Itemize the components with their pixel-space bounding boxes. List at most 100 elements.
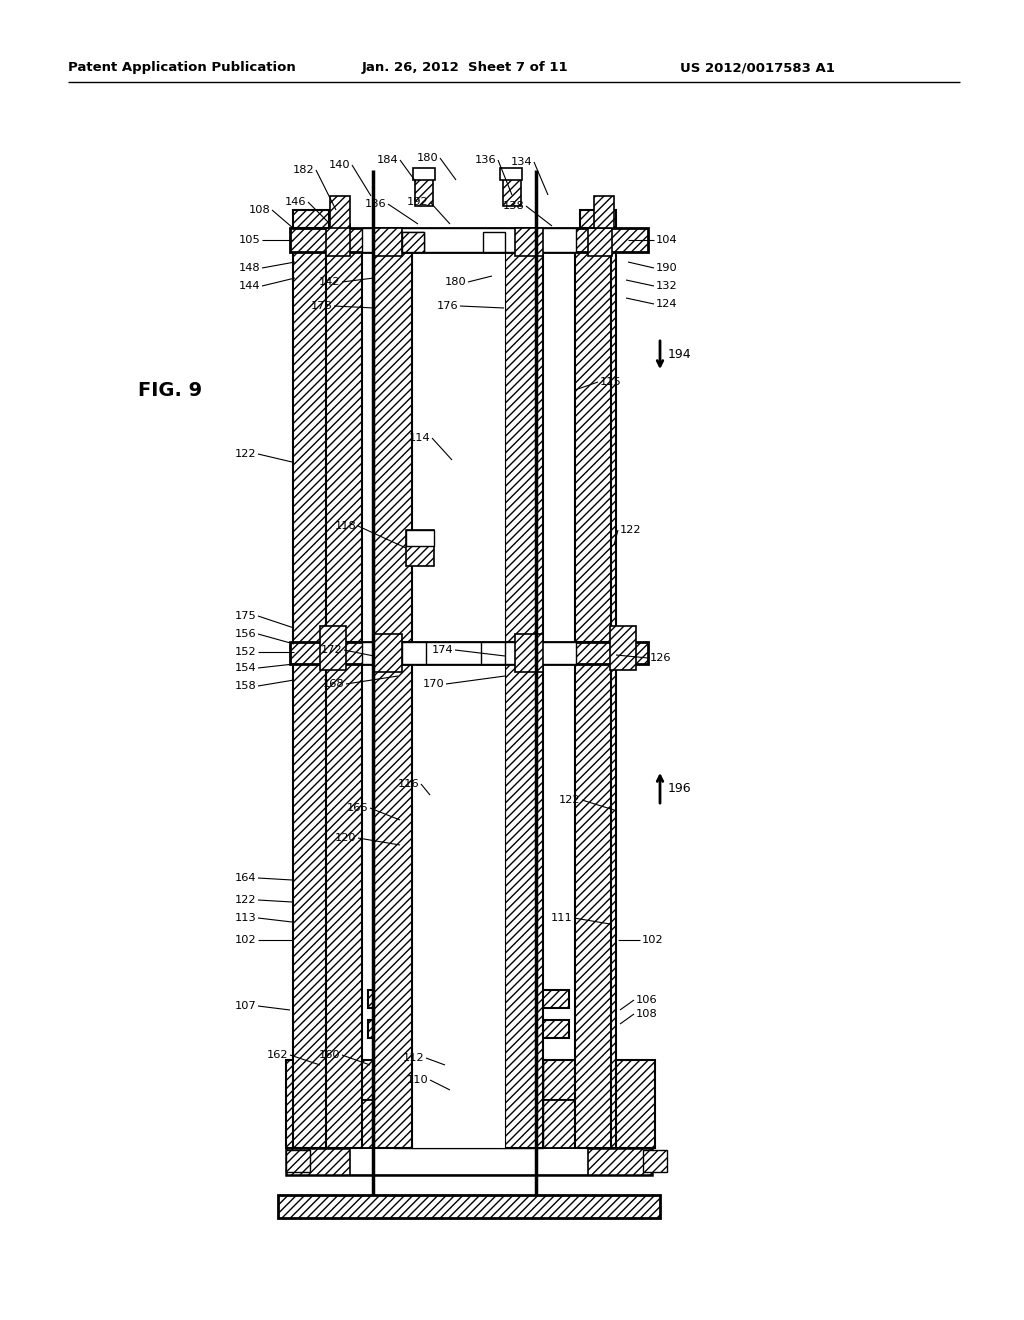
Text: 152: 152 xyxy=(234,647,256,657)
Bar xyxy=(290,228,648,252)
Text: 175: 175 xyxy=(234,611,256,620)
Text: 124: 124 xyxy=(656,300,678,309)
Bar xyxy=(290,642,648,664)
Bar xyxy=(368,990,569,1008)
Text: 122: 122 xyxy=(558,795,580,805)
Bar xyxy=(412,252,505,642)
Bar xyxy=(326,664,362,1148)
Text: 105: 105 xyxy=(239,235,260,246)
Text: 186: 186 xyxy=(365,199,386,209)
Bar xyxy=(594,195,614,228)
Text: 184: 184 xyxy=(377,154,398,165)
Bar xyxy=(415,178,433,206)
Text: Patent Application Publication: Patent Application Publication xyxy=(68,62,296,74)
Text: 156: 156 xyxy=(234,630,256,639)
Bar xyxy=(293,210,329,228)
Text: 138: 138 xyxy=(502,201,524,211)
Text: 194: 194 xyxy=(668,348,691,362)
Text: 162: 162 xyxy=(266,1049,288,1060)
Bar xyxy=(483,232,505,252)
Text: 160: 160 xyxy=(318,1049,340,1060)
Text: 148: 148 xyxy=(239,263,260,273)
Bar xyxy=(402,642,426,664)
Bar xyxy=(412,664,505,1148)
Bar xyxy=(402,880,438,990)
Bar xyxy=(410,840,430,862)
Text: 136: 136 xyxy=(474,154,496,165)
Bar xyxy=(575,664,611,1148)
Bar xyxy=(326,252,362,642)
Bar xyxy=(330,195,350,228)
Text: 118: 118 xyxy=(334,521,356,531)
Bar xyxy=(368,1020,569,1038)
Bar xyxy=(278,1195,660,1218)
Bar xyxy=(580,210,616,228)
Bar xyxy=(543,1060,579,1100)
Text: 132: 132 xyxy=(656,281,678,290)
Bar xyxy=(500,168,522,180)
Bar xyxy=(398,861,440,882)
Bar xyxy=(413,168,435,180)
Bar xyxy=(505,252,543,642)
Text: 104: 104 xyxy=(656,235,678,246)
Bar xyxy=(394,1060,543,1148)
Text: 164: 164 xyxy=(234,873,256,883)
Text: 166: 166 xyxy=(346,803,368,813)
Text: 107: 107 xyxy=(234,1001,256,1011)
Text: 108: 108 xyxy=(248,205,270,215)
Bar xyxy=(610,626,636,671)
Bar xyxy=(374,228,402,256)
Text: 106: 106 xyxy=(636,995,657,1005)
Text: 146: 146 xyxy=(285,197,306,207)
Text: 182: 182 xyxy=(293,165,314,176)
Bar xyxy=(374,664,412,1148)
Text: 122: 122 xyxy=(234,895,256,906)
Bar xyxy=(580,252,616,1148)
Text: 192: 192 xyxy=(407,197,428,207)
Bar xyxy=(350,1148,588,1175)
Bar xyxy=(503,178,521,206)
Text: 110: 110 xyxy=(407,1074,428,1085)
Text: 140: 140 xyxy=(329,160,350,170)
Text: 115: 115 xyxy=(600,378,622,387)
Bar xyxy=(286,1060,326,1148)
Bar xyxy=(588,224,612,256)
Bar xyxy=(402,232,424,252)
Text: 112: 112 xyxy=(402,1053,424,1063)
Bar xyxy=(374,252,412,642)
Text: 102: 102 xyxy=(642,935,664,945)
Bar xyxy=(643,1150,667,1172)
Bar xyxy=(358,1060,394,1100)
Bar xyxy=(505,664,543,1148)
Text: 116: 116 xyxy=(397,779,419,789)
Bar xyxy=(402,880,438,990)
Text: 108: 108 xyxy=(636,1008,657,1019)
Bar xyxy=(515,228,543,256)
Text: 178: 178 xyxy=(310,301,332,312)
Text: 190: 190 xyxy=(656,263,678,273)
Text: 113: 113 xyxy=(234,913,256,923)
Bar xyxy=(286,1150,310,1172)
Bar xyxy=(319,626,346,671)
Bar xyxy=(543,1100,579,1148)
Text: 114: 114 xyxy=(409,433,430,444)
Text: FIG. 9: FIG. 9 xyxy=(138,380,202,400)
Text: 111: 111 xyxy=(550,913,572,923)
Bar xyxy=(326,224,350,256)
Text: 122: 122 xyxy=(234,449,256,459)
Text: 134: 134 xyxy=(510,157,532,168)
Text: 170: 170 xyxy=(422,678,444,689)
Text: Jan. 26, 2012  Sheet 7 of 11: Jan. 26, 2012 Sheet 7 of 11 xyxy=(362,62,568,74)
Bar xyxy=(362,228,575,252)
Bar xyxy=(293,252,329,1148)
Bar xyxy=(481,642,505,664)
Bar xyxy=(406,531,434,546)
Text: 122: 122 xyxy=(620,525,641,535)
Text: 168: 168 xyxy=(323,678,344,689)
Text: 180: 180 xyxy=(416,153,438,162)
Bar xyxy=(575,252,611,642)
Text: 144: 144 xyxy=(239,281,260,290)
Bar xyxy=(374,634,402,672)
Text: 172: 172 xyxy=(321,645,342,655)
Text: 176: 176 xyxy=(436,301,458,312)
